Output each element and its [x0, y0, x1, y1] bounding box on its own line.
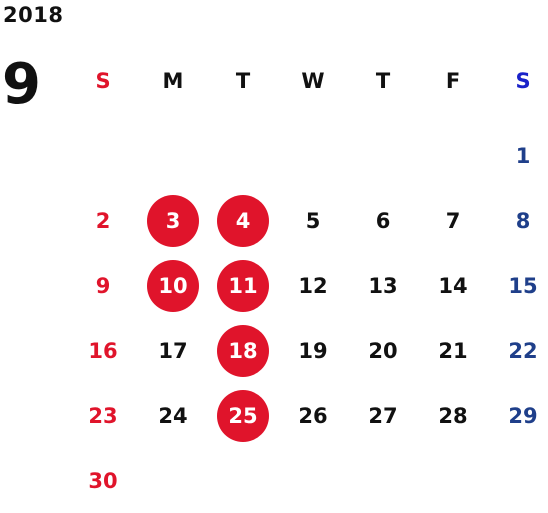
- empty-cell: [348, 448, 418, 513]
- day-cell: 16: [68, 318, 138, 383]
- day-number: 12: [298, 273, 328, 298]
- weekday-header: W: [301, 68, 325, 93]
- weekday-header: S: [95, 68, 111, 93]
- day-number: 27: [368, 403, 398, 428]
- day-number: 17: [158, 338, 188, 363]
- day-cell: 17: [138, 318, 208, 383]
- day-cell: 12: [278, 253, 348, 318]
- day-cell: 22: [488, 318, 548, 383]
- day-cell: 29: [488, 383, 548, 448]
- day-cell: 15: [488, 253, 548, 318]
- year-label: 2018: [3, 3, 64, 27]
- empty-cell: [138, 448, 208, 513]
- day-cell: 9: [68, 253, 138, 318]
- day-number: 23: [88, 403, 118, 428]
- day-number: 15: [508, 273, 538, 298]
- day-cell: 24: [138, 383, 208, 448]
- day-number: 6: [375, 208, 391, 233]
- weekday-header: M: [162, 68, 184, 93]
- day-cell: 14: [418, 253, 488, 318]
- day-cell: 30: [68, 448, 138, 513]
- highlighted-day: 3: [147, 194, 199, 247]
- empty-cell: [348, 123, 418, 188]
- highlighted-day: 4: [217, 194, 269, 247]
- day-cell: 11: [208, 253, 278, 318]
- day-number: 8: [515, 208, 531, 233]
- day-cell: 21: [418, 318, 488, 383]
- day-number: 5: [305, 208, 321, 233]
- empty-cell: [68, 123, 138, 188]
- weekday-header: T: [375, 68, 391, 93]
- day-cell: 23: [68, 383, 138, 448]
- highlighted-day: 11: [217, 259, 269, 312]
- highlighted-day: 10: [147, 259, 199, 312]
- day-number: 19: [298, 338, 328, 363]
- day-number: 1: [515, 143, 531, 168]
- day-cell: 4: [208, 188, 278, 253]
- day-cell: 13: [348, 253, 418, 318]
- day-cell: 28: [418, 383, 488, 448]
- day-cell: 7: [418, 188, 488, 253]
- day-number: 28: [438, 403, 468, 428]
- day-cell: 10: [138, 253, 208, 318]
- day-number: 24: [158, 403, 188, 428]
- highlighted-day: 18: [217, 324, 269, 377]
- empty-cell: [278, 123, 348, 188]
- empty-cell: [418, 123, 488, 188]
- day-number: 26: [298, 403, 328, 428]
- day-cell: 5: [278, 188, 348, 253]
- day-number: 29: [508, 403, 538, 428]
- empty-cell: [208, 123, 278, 188]
- day-number: 16: [88, 338, 118, 363]
- day-cell: 26: [278, 383, 348, 448]
- day-number: 22: [508, 338, 538, 363]
- empty-cell: [208, 448, 278, 513]
- day-cell: 19: [278, 318, 348, 383]
- empty-cell: [138, 123, 208, 188]
- day-number: 20: [368, 338, 398, 363]
- day-cell: 8: [488, 188, 548, 253]
- day-number: 14: [438, 273, 468, 298]
- day-cell: 1: [488, 123, 548, 188]
- day-cell: 2: [68, 188, 138, 253]
- day-number: 7: [445, 208, 461, 233]
- day-number: 30: [88, 468, 118, 493]
- empty-cell: [488, 448, 548, 513]
- weekday-header: S: [515, 68, 531, 93]
- highlighted-day: 25: [217, 389, 269, 442]
- day-cell: 25: [208, 383, 278, 448]
- day-cell: 27: [348, 383, 418, 448]
- day-cell: 6: [348, 188, 418, 253]
- day-number: 21: [438, 338, 468, 363]
- weekday-header: T: [235, 68, 251, 93]
- empty-cell: [418, 448, 488, 513]
- calendar-grid: S M T W T F S 1 2 3 4 5 6 7 8 9 10 11 12 13 14 15 16 17 18 19 20 21…: [68, 58, 548, 513]
- day-number: 9: [95, 273, 111, 298]
- day-cell: 3: [138, 188, 208, 253]
- day-cell: 20: [348, 318, 418, 383]
- day-number: 13: [368, 273, 398, 298]
- weekday-header: F: [445, 68, 461, 93]
- day-cell: 18: [208, 318, 278, 383]
- day-number: 2: [95, 208, 111, 233]
- month-number: 9: [2, 52, 41, 117]
- empty-cell: [278, 448, 348, 513]
